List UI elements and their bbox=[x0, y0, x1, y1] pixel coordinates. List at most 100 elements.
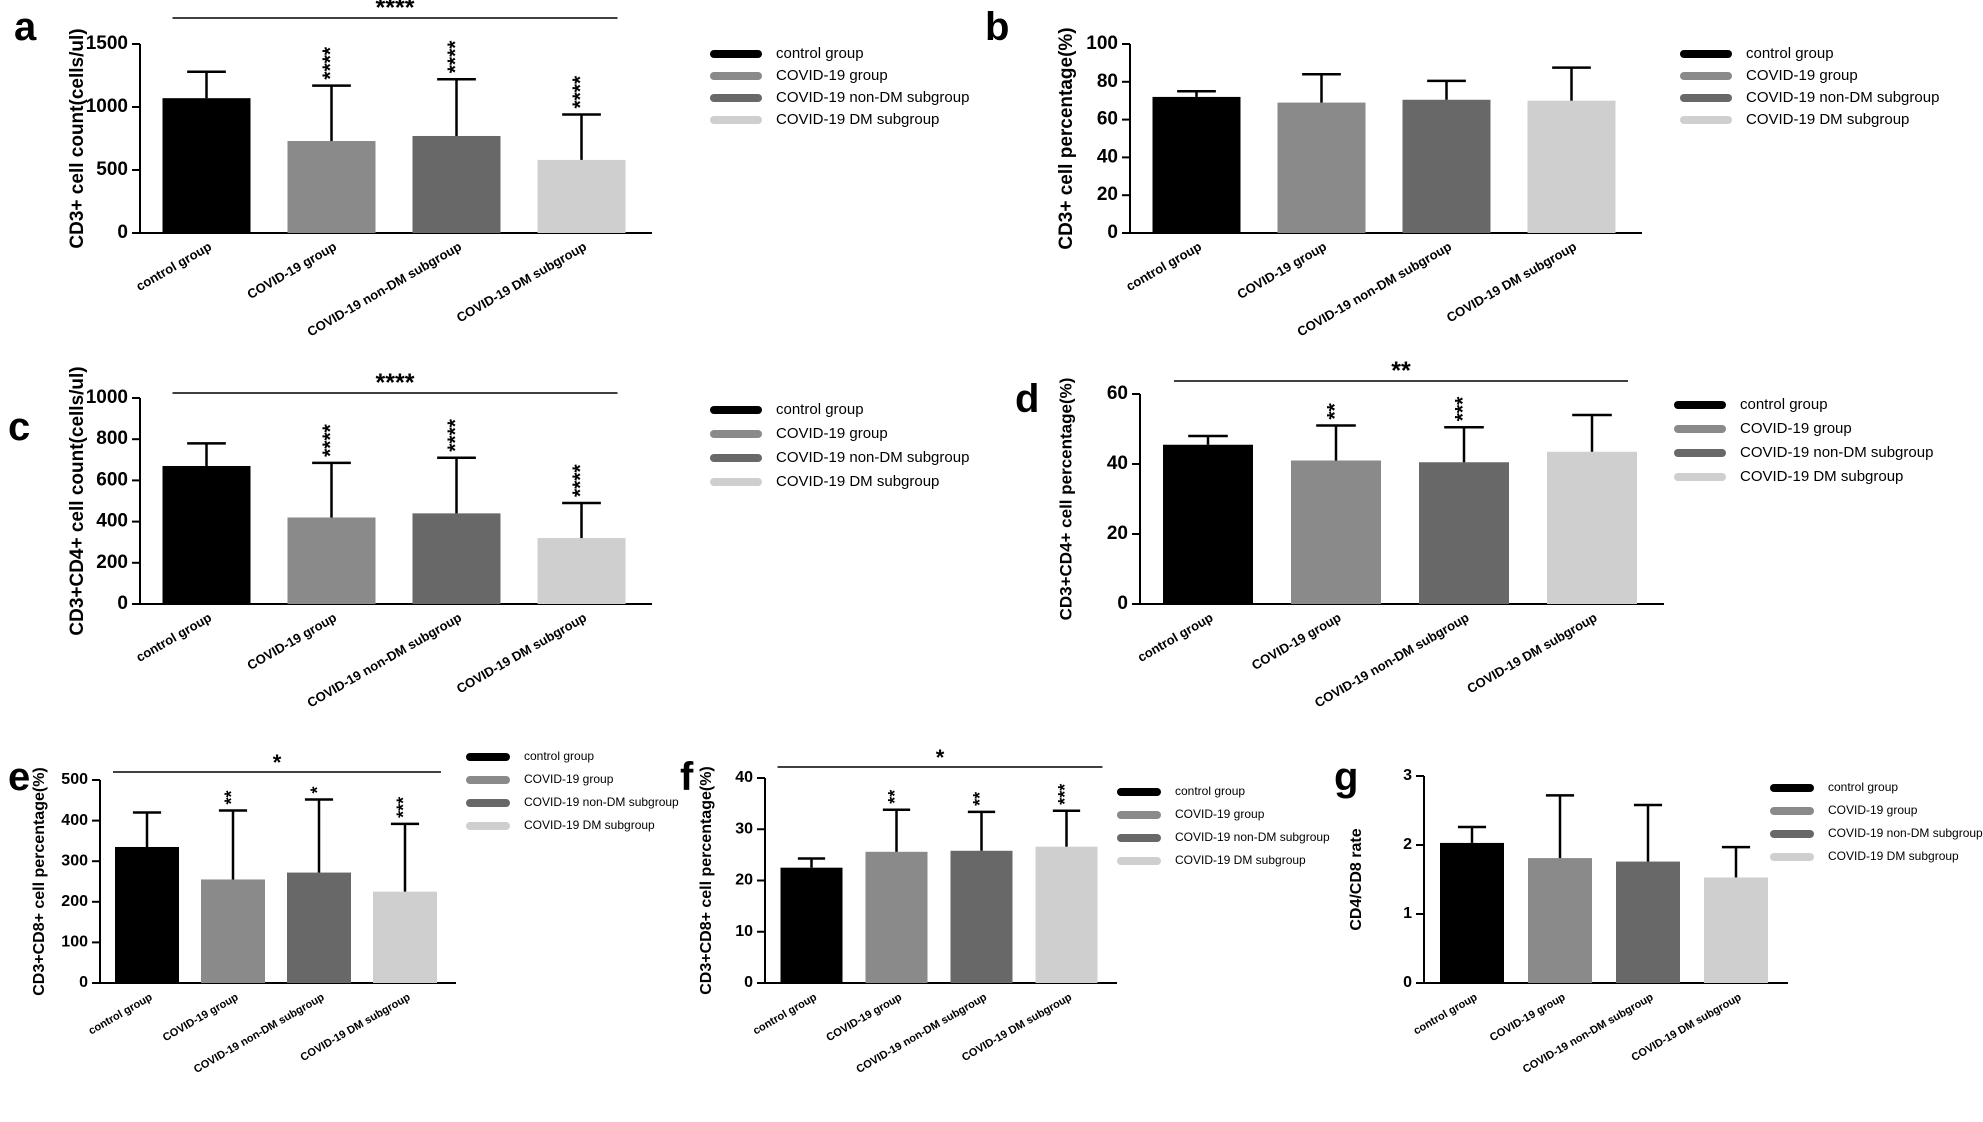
significance-stars: *** bbox=[1055, 784, 1075, 805]
bar-d-3 bbox=[1419, 462, 1509, 604]
y-tick-label: 40 bbox=[735, 769, 753, 786]
y-tick-label: 60 bbox=[1097, 109, 1118, 130]
legend-swatch bbox=[710, 406, 762, 414]
legend-swatch bbox=[1770, 830, 1814, 838]
bar-b-3 bbox=[1402, 99, 1491, 233]
bar-c-2 bbox=[287, 517, 376, 604]
bar-c-4 bbox=[537, 538, 626, 604]
x-category-label: COVID-19 group bbox=[1488, 991, 1568, 1044]
legend-swatch bbox=[466, 776, 510, 784]
bar-d-2 bbox=[1291, 460, 1381, 604]
legend-label: control group bbox=[1828, 780, 1898, 794]
y-tick-label: 20 bbox=[735, 872, 753, 889]
y-axis-label: CD3+CD4+ cell count(cells/ul) bbox=[67, 366, 88, 635]
bracket-stars: * bbox=[273, 750, 282, 775]
legend: control group COVID-19 group COVID-19 non-… bbox=[1117, 784, 1330, 867]
legend-label: COVID-19 DM subgroup bbox=[1175, 853, 1306, 867]
legend-label: control group bbox=[1740, 396, 1828, 413]
legend-label: control group bbox=[776, 45, 864, 62]
significance-stars: *** bbox=[1452, 396, 1475, 421]
bracket-stars: ** bbox=[1391, 357, 1411, 385]
bar-f-4 bbox=[1035, 846, 1098, 983]
y-tick-label: 0 bbox=[79, 974, 88, 991]
x-category-label: COVID-19 group bbox=[1235, 239, 1329, 302]
panel-letter: e bbox=[8, 755, 30, 799]
chart-panel-d: d 0 20 40 60 CD3+CD4+ cell percentage(%) contr… bbox=[1015, 357, 1933, 710]
significance-stars: **** bbox=[319, 46, 342, 80]
legend-swatch bbox=[710, 478, 762, 486]
legend-label: COVID-19 non-DM subgroup bbox=[524, 795, 679, 809]
legend-swatch bbox=[710, 430, 762, 438]
legend-swatch bbox=[1117, 857, 1161, 865]
legend-label: COVID-19 DM subgroup bbox=[776, 473, 939, 490]
legend-swatch bbox=[1674, 401, 1726, 409]
bracket-stars: * bbox=[936, 745, 945, 770]
legend-swatch bbox=[1117, 834, 1161, 842]
legend-swatch bbox=[1680, 94, 1732, 102]
y-tick-label: 20 bbox=[1107, 523, 1128, 544]
panel-letter: b bbox=[985, 5, 1009, 49]
legend-swatch bbox=[710, 116, 762, 124]
significance-stars: * bbox=[308, 786, 328, 793]
bar-f-1 bbox=[780, 867, 843, 983]
y-tick-label: 400 bbox=[61, 812, 88, 829]
legend-label: COVID-19 group bbox=[776, 425, 888, 442]
legend-label: COVID-19 group bbox=[1828, 803, 1918, 817]
bar-g-3 bbox=[1616, 861, 1680, 983]
y-tick-label: 200 bbox=[96, 552, 128, 573]
legend-label: COVID-19 DM subgroup bbox=[1828, 849, 1959, 863]
y-tick-label: 100 bbox=[61, 934, 88, 951]
significance-stars: ** bbox=[885, 790, 905, 804]
bar-c-1 bbox=[162, 465, 251, 604]
legend-label: COVID-19 DM subgroup bbox=[776, 111, 939, 128]
legend-label: COVID-19 non-DM subgroup bbox=[776, 449, 969, 466]
bar-e-2 bbox=[201, 879, 265, 983]
legend-swatch bbox=[710, 454, 762, 462]
bar-e-3 bbox=[287, 872, 351, 983]
y-tick-label: 1000 bbox=[86, 96, 128, 117]
bar-g-2 bbox=[1528, 858, 1592, 983]
legend-swatch bbox=[1680, 72, 1732, 80]
x-category-label: COVID-19 DM subgroup bbox=[454, 239, 589, 326]
x-category-label: control group bbox=[1135, 610, 1216, 665]
y-tick-label: 0 bbox=[117, 593, 128, 614]
legend: control group COVID-19 group COVID-19 non-… bbox=[710, 45, 969, 128]
significance-stars: ** bbox=[970, 792, 990, 806]
bar-a-3 bbox=[412, 135, 501, 233]
x-category-label: control group bbox=[1412, 991, 1480, 1037]
y-axis-label: CD3+CD8+ cell percentage(%) bbox=[698, 766, 715, 995]
y-axis-label: CD3+ cell count(cells/ul) bbox=[67, 28, 88, 248]
legend: control group COVID-19 group COVID-19 non-… bbox=[1770, 780, 1983, 863]
legend-label: COVID-19 group bbox=[524, 772, 614, 786]
y-tick-label: 1000 bbox=[86, 387, 128, 408]
chart-panel-e: e 0 100 200 300 400 500 CD3+CD8+ cell percentag… bbox=[8, 749, 679, 1076]
y-tick-label: 0 bbox=[117, 222, 128, 243]
panel-letter: f bbox=[680, 755, 694, 799]
legend-label: COVID-19 non-DM subgroup bbox=[776, 89, 969, 106]
legend-swatch bbox=[1674, 449, 1726, 457]
significance-stars: **** bbox=[444, 418, 467, 452]
legend: control group COVID-19 group COVID-19 non-… bbox=[466, 749, 679, 832]
legend-label: control group bbox=[1175, 784, 1245, 798]
y-tick-label: 30 bbox=[735, 820, 753, 837]
y-tick-label: 300 bbox=[61, 852, 88, 869]
legend-label: COVID-19 non-DM subgroup bbox=[1828, 826, 1983, 840]
bar-b-4 bbox=[1527, 100, 1616, 233]
y-tick-label: 800 bbox=[96, 428, 128, 449]
bar-f-2 bbox=[865, 851, 928, 983]
legend-swatch bbox=[466, 799, 510, 807]
legend: control group COVID-19 group COVID-19 non-… bbox=[710, 401, 969, 490]
legend-swatch bbox=[1117, 811, 1161, 819]
legend-swatch bbox=[1680, 116, 1732, 124]
legend: control group COVID-19 group COVID-19 non-… bbox=[1674, 396, 1933, 485]
y-tick-label: 0 bbox=[1403, 974, 1412, 991]
y-tick-label: 80 bbox=[1097, 71, 1118, 92]
x-category-label: COVID-19 DM subgroup bbox=[1464, 610, 1599, 697]
y-axis-label: CD3+ cell percentage(%) bbox=[1056, 27, 1077, 249]
bracket-stars: **** bbox=[376, 0, 415, 22]
legend-swatch bbox=[710, 50, 762, 58]
